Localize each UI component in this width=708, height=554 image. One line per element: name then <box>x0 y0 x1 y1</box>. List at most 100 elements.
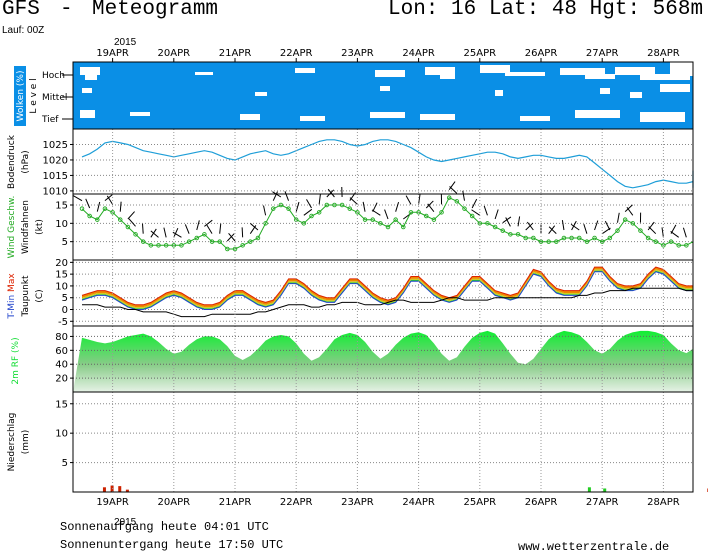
cloud-patch <box>80 67 100 75</box>
wind-barb <box>129 219 136 227</box>
wind-barb <box>396 202 399 212</box>
date-label-bottom: 26APR <box>525 497 558 508</box>
wind-barb <box>120 202 121 212</box>
wind-barb <box>495 209 498 219</box>
wind-barb <box>406 196 411 205</box>
date-label-top: 28APR <box>647 48 680 59</box>
cloud-patch <box>370 112 405 118</box>
cloud-level-label: L e v e l <box>29 78 39 113</box>
cloud-level-2: Tief <box>41 115 59 125</box>
pressure-unit: (hPa) <box>21 150 31 173</box>
wind-barb <box>242 227 243 237</box>
panel-frame <box>73 392 693 492</box>
dewpoint-label: Taupunkt <box>21 275 31 318</box>
wind-barb <box>250 223 258 230</box>
cloud-patch <box>425 67 455 75</box>
cloud-patch <box>575 110 620 118</box>
wind-barb <box>450 187 457 194</box>
axis-tick-label: 15 <box>55 399 68 410</box>
wind-barb <box>584 224 587 234</box>
wind-barb <box>73 196 82 201</box>
date-label-bottom: 21APR <box>219 497 252 508</box>
humidity-area <box>73 331 693 392</box>
axis-tick-label: 5 <box>62 237 68 248</box>
cloud-patch <box>380 86 390 91</box>
wind-barb <box>164 228 166 238</box>
cloud-patch <box>300 116 325 121</box>
axis-tick-label: 10 <box>55 219 68 230</box>
sunrise-text: Sonnenaufgang heute 04:01 UTC <box>60 520 269 534</box>
wind-barb <box>227 234 234 241</box>
axis-tick-label: 60 <box>55 346 68 357</box>
axis-tick-label: 80 <box>55 332 68 343</box>
date-label-top: 26APR <box>525 48 558 59</box>
axis-tick-label: 1015 <box>43 171 68 182</box>
wind-panel <box>73 182 693 251</box>
cloud-patch <box>295 68 315 73</box>
wind-barb <box>97 202 99 212</box>
wind-barb <box>472 199 477 208</box>
wind-barb <box>207 225 212 234</box>
cloud-patch <box>130 112 150 116</box>
site-link[interactable]: www.wetterzentrale.de <box>518 540 669 554</box>
date-label-bottom: 20APR <box>158 497 191 508</box>
axis-tick-label: 1025 <box>43 140 68 151</box>
axis-tick-label: 5 <box>62 458 68 469</box>
wind-barb <box>562 220 564 230</box>
wind-barb <box>627 207 633 215</box>
cloud-patch <box>630 92 642 98</box>
cloud-patch <box>660 84 690 92</box>
axis-tick-label: 10 <box>55 281 68 292</box>
temp-max-label: Max <box>7 273 17 292</box>
wind-barb <box>264 206 266 216</box>
humidity-label: 2m RF (%) <box>11 337 21 384</box>
cloud-patch <box>585 74 615 79</box>
date-label-bottom: 23APR <box>341 497 374 508</box>
cloud-patch <box>600 88 610 94</box>
wind-barb <box>662 227 663 237</box>
date-label-bottom: 19APR <box>96 497 129 508</box>
wind-barb <box>128 212 135 219</box>
wind-barb <box>220 224 221 234</box>
date-label-bottom: 25APR <box>464 497 497 508</box>
axis-tick-label: 20 <box>55 374 68 385</box>
wind-barb <box>649 227 656 234</box>
cloud-patch <box>195 72 213 75</box>
wind-barb <box>143 224 144 234</box>
temp-unit: (C) <box>35 289 45 302</box>
wind-barb <box>319 194 320 204</box>
cloud-level-1: Mittel <box>42 93 67 103</box>
wind-barb <box>683 228 686 238</box>
date-label-top: 23APR <box>341 48 374 59</box>
axis-tick-label: 1020 <box>43 155 68 166</box>
cloud-side-label: Wolken (%) <box>16 71 26 122</box>
wind-barb <box>372 210 380 215</box>
sunset-text: Sonnenuntergang heute 17:50 UTC <box>60 538 283 552</box>
date-label-bottom: 24APR <box>402 497 435 508</box>
panel-frame <box>73 129 693 194</box>
cloud-patch <box>82 88 92 93</box>
axis-tick-label: 10 <box>55 429 68 440</box>
pressure-panel <box>73 140 693 191</box>
precip-unit: (mm) <box>21 430 31 455</box>
date-label-top: 27APR <box>586 48 619 59</box>
temp-min-label: T-Min Max <box>7 273 17 320</box>
wind-barb <box>363 202 365 212</box>
cloud-patch <box>560 68 605 75</box>
wind-barb <box>197 220 200 230</box>
wind-barb <box>307 199 312 208</box>
cloud-patch <box>375 70 405 77</box>
clouds-panel <box>73 62 693 129</box>
wind-barb <box>185 224 189 233</box>
cloud-patch <box>615 67 655 75</box>
axis-tick-label: 0 <box>62 305 68 316</box>
panel-frame <box>73 194 693 260</box>
cloud-patch <box>505 72 545 76</box>
wind-label: Wind Geschw. <box>7 196 17 259</box>
wind-barb <box>86 199 90 208</box>
date-label-top: 24APR <box>402 48 435 59</box>
date-label-bottom: 28APR <box>647 497 680 508</box>
wind-barb <box>605 221 610 230</box>
date-label-top: 20APR <box>158 48 191 59</box>
